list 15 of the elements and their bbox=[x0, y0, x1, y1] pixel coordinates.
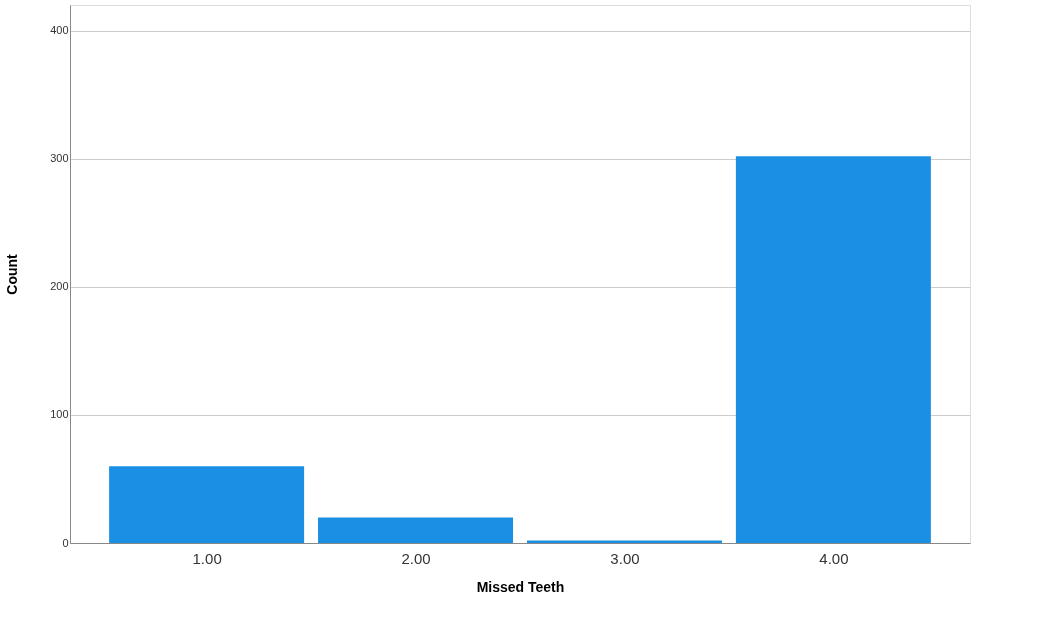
y-tick-label: 300 bbox=[50, 152, 69, 165]
y-tick-label: 100 bbox=[50, 408, 69, 421]
bar bbox=[526, 540, 722, 543]
x-tick-label: 3.00 bbox=[610, 549, 640, 567]
bar bbox=[318, 517, 514, 543]
bar bbox=[735, 156, 931, 543]
x-axis-title: Missed Teeth bbox=[476, 578, 565, 595]
y-tick-label: 200 bbox=[50, 280, 69, 293]
y-tick-label: 0 bbox=[62, 536, 69, 549]
y-axis-title: Count bbox=[4, 253, 21, 295]
y-tick-label: 400 bbox=[50, 24, 69, 37]
bar bbox=[109, 466, 305, 543]
x-tick-label: 4.00 bbox=[819, 549, 849, 567]
x-tick-label: 1.00 bbox=[192, 549, 222, 567]
x-tick-label: 2.00 bbox=[401, 549, 431, 567]
